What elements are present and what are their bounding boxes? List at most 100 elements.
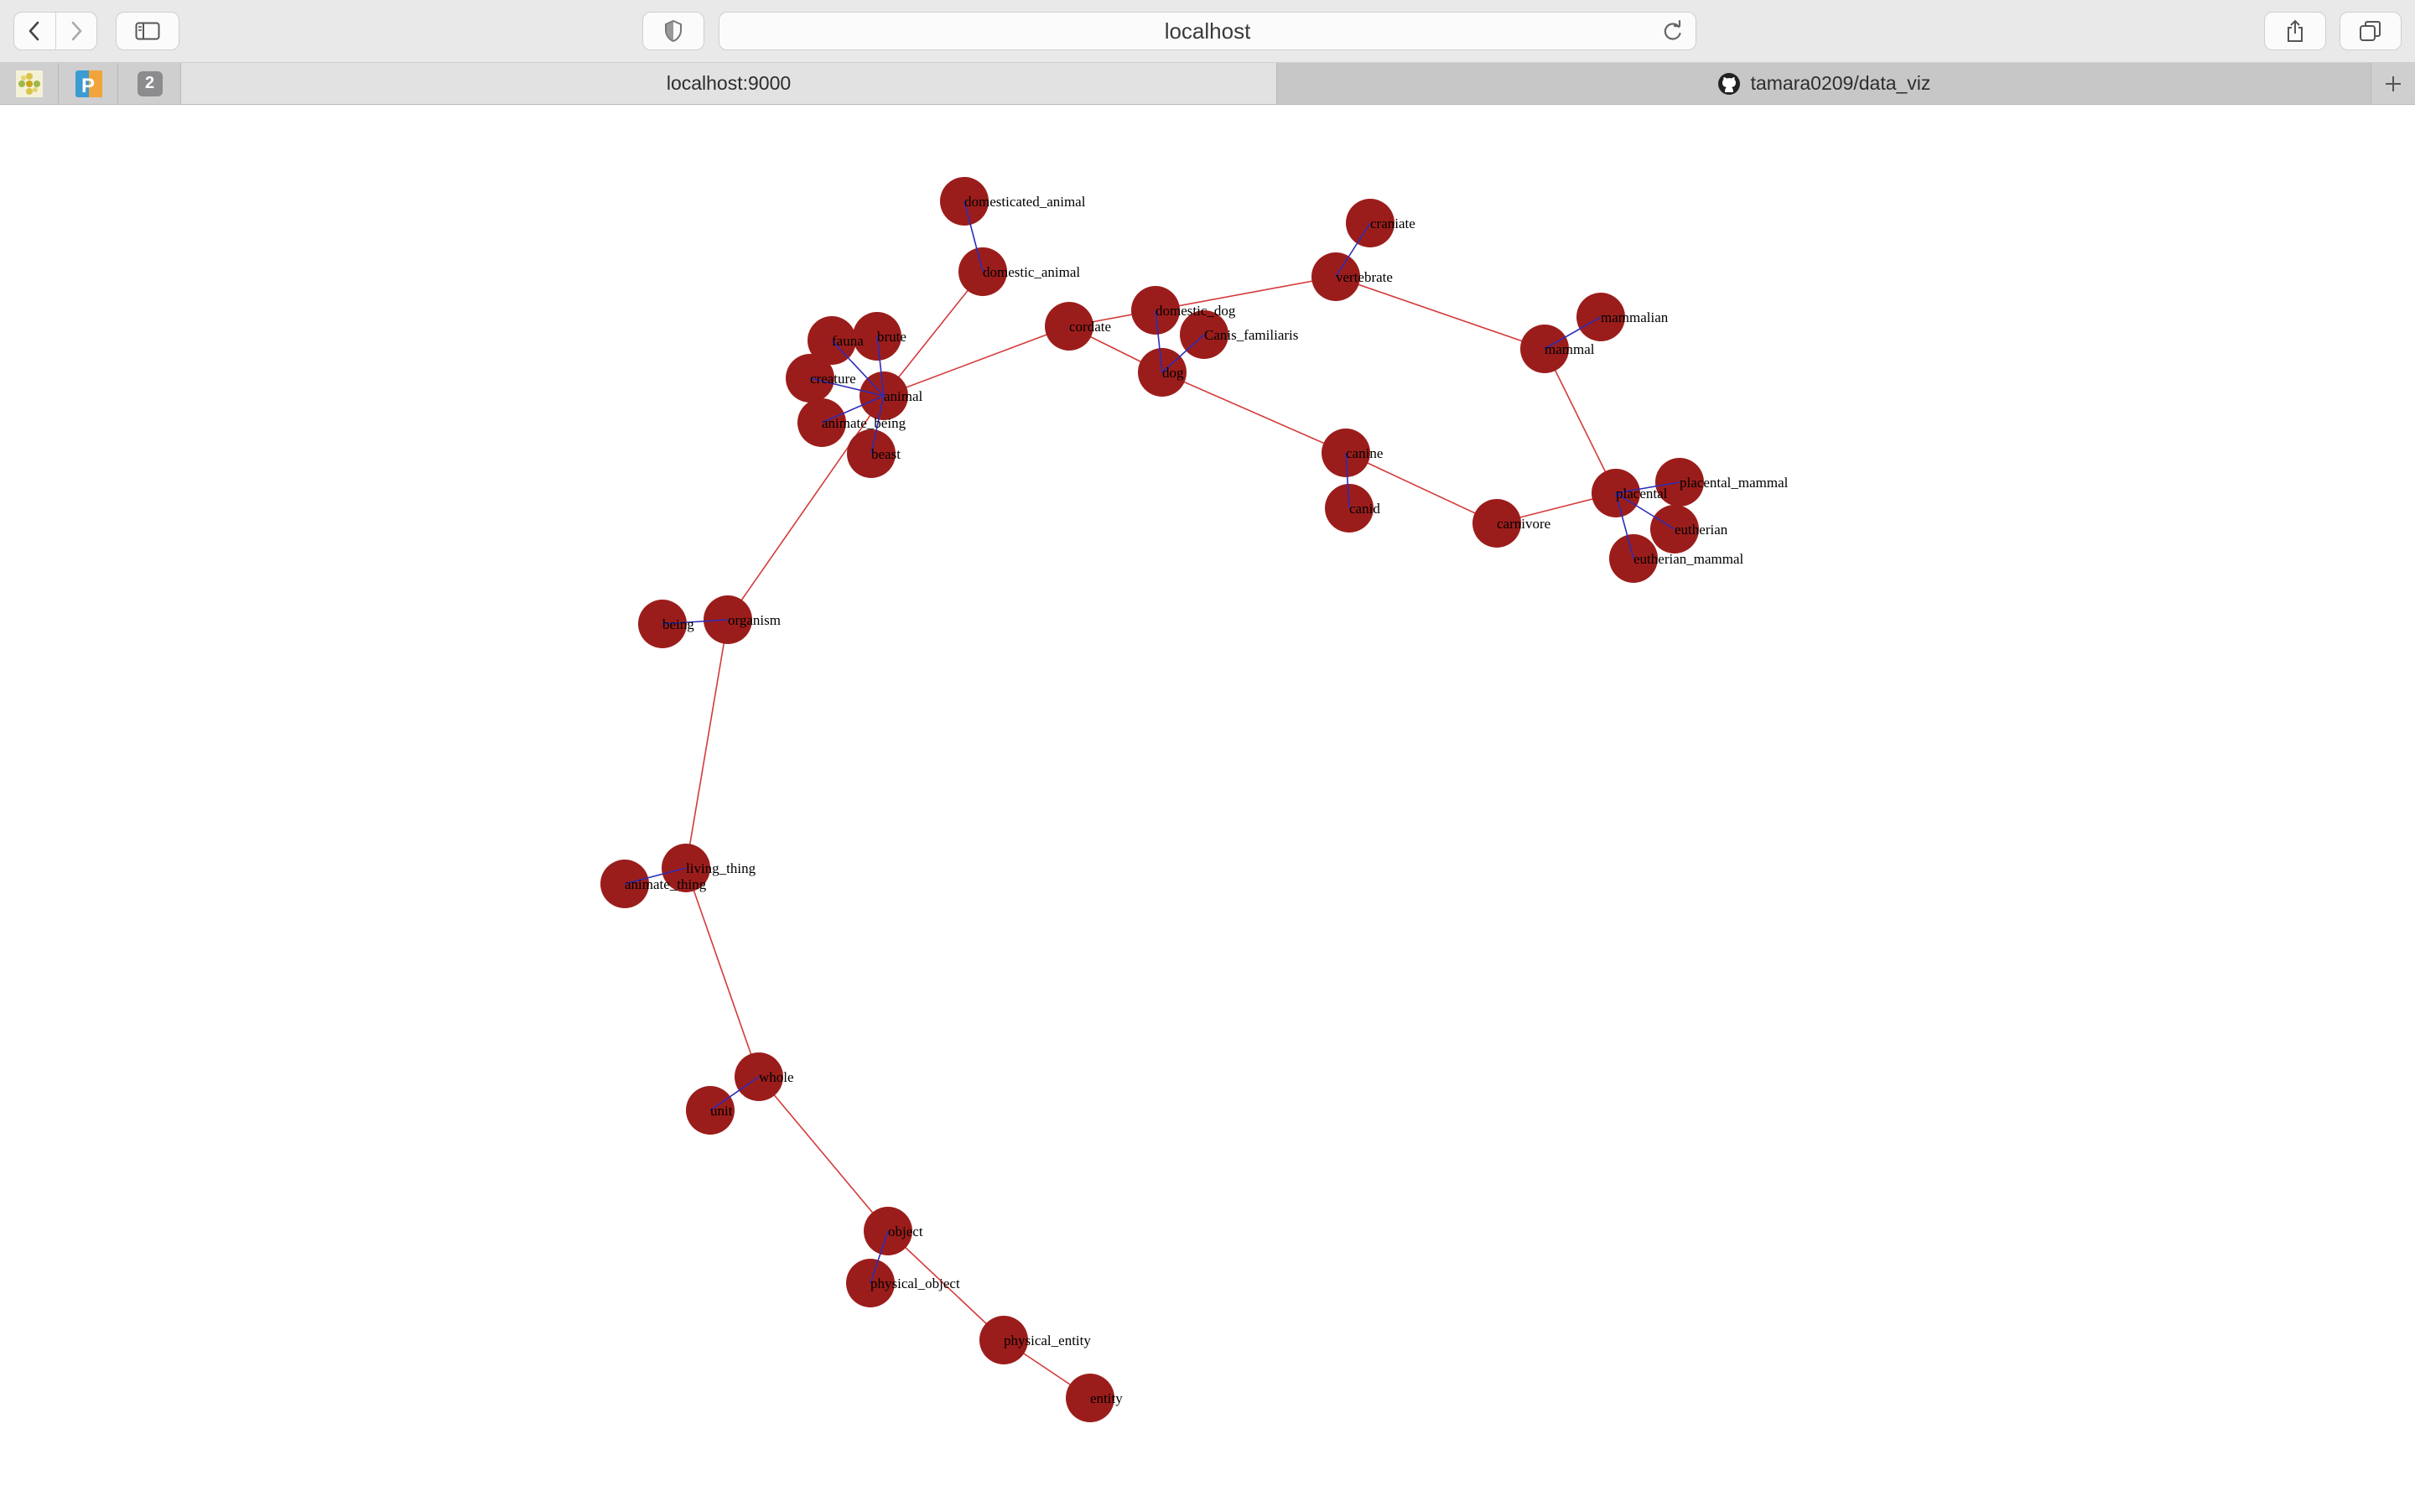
pinned-tab-3[interactable]: 2	[119, 63, 181, 104]
synonym-link-mammalian-mammal	[1544, 316, 1602, 350]
tabs-overview-icon	[2360, 21, 2381, 41]
sidebar-icon	[135, 22, 160, 40]
graph-node-label-beast: beast	[871, 446, 901, 462]
synonym-link-domesticated_animal-domestic_animal	[963, 200, 984, 273]
graph-node-label-object: object	[888, 1224, 923, 1239]
browser-toolbar: localhost	[0, 0, 2415, 63]
synonym-link-unit-whole	[709, 1076, 760, 1111]
graph-node-label-entity: entity	[1090, 1390, 1123, 1406]
shield-icon	[665, 19, 682, 43]
synonym-link-craniate-vertebrate	[1335, 222, 1371, 278]
graph-node-label-domestic_animal: domestic_animal	[983, 264, 1080, 280]
hypernym-link-organism-animal	[727, 395, 885, 621]
address-text: localhost	[1164, 18, 1251, 44]
sidebar-toggle-button[interactable]	[116, 12, 179, 50]
graph-node-label-animal: animal	[884, 388, 923, 404]
graph-node-label-placental_mammal: placental_mammal	[1680, 475, 1789, 491]
synonym-link-brute-animal	[876, 335, 885, 397]
synonym-link-eutherian-placental	[1615, 492, 1675, 530]
graph-node-label-mammal: mammal	[1545, 341, 1595, 357]
synonym-link-animate_thing-living_thing	[624, 867, 687, 885]
graph-node-label-brute: brute	[877, 329, 906, 345]
share-button[interactable]	[2264, 12, 2326, 50]
graph-node-label-being: being	[662, 616, 694, 632]
synonym-link-fauna-animal	[831, 340, 885, 397]
synonym-link-placental_mammal-placental	[1615, 481, 1680, 494]
graph-node-label-canine: canine	[1346, 445, 1383, 461]
graph-node-entity[interactable]	[1066, 1374, 1114, 1422]
graph-node-label-placental: placental	[1616, 486, 1668, 501]
graph-node-label-living_thing: living_thing	[686, 860, 756, 876]
graph-node-label-eutherian_mammal: eutherian_mammal	[1633, 551, 1744, 567]
hypernym-link-vertebrate-mammal	[1335, 276, 1545, 350]
graph-node-chordate[interactable]	[1045, 302, 1093, 351]
svg-text:P: P	[81, 75, 95, 97]
back-button[interactable]	[14, 13, 56, 49]
tab-bar: P 2 localhost:9000 tamara0209/data_viz	[0, 63, 2415, 105]
tab-label: localhost:9000	[666, 72, 792, 94]
synonym-link-creature-animal	[809, 377, 885, 397]
graph-node-label-creature: creature	[810, 371, 856, 387]
hypernym-link-chordate-vertebrate	[1068, 276, 1337, 327]
tab-overview-button[interactable]	[2340, 12, 2402, 50]
synonym-link-beast-animal	[870, 395, 885, 455]
flower-icon	[15, 70, 43, 97]
graph-node-label-domesticated_animal: domesticated_animal	[964, 194, 1086, 210]
synonym-link-physical_object-object	[870, 1230, 889, 1284]
hypernym-link-whole-living_thing	[685, 867, 760, 1078]
address-bar[interactable]: localhost	[719, 12, 1696, 50]
graph-canvas: domesticated_animal domestic_animal crania…	[0, 106, 2415, 1508]
pinned-tab-1[interactable]	[0, 63, 59, 104]
graph-node-label-craniate: craniate	[1370, 216, 1415, 231]
graph-node-label-vertebrate: vertebrate	[1336, 269, 1393, 285]
hypernym-link-canine-dog	[1161, 372, 1347, 454]
graph-node-label-eutherian: eutherian	[1675, 522, 1728, 538]
graph-node-label-animate_being: animate_being	[822, 415, 906, 431]
graph-node-label-animate_thing: animate_thing	[625, 876, 707, 892]
synonym-link-animate_being-animal	[821, 395, 885, 423]
hypernym-link-living_thing-organism	[685, 619, 729, 869]
chevron-right-icon	[71, 21, 82, 41]
tab-github[interactable]: tamara0209/data_viz	[1277, 63, 2371, 104]
new-tab-button[interactable]	[2371, 63, 2415, 104]
chevron-left-icon	[29, 21, 39, 41]
badge-2-icon: 2	[137, 70, 163, 96]
graph-node-label-chordate: cordate	[1069, 319, 1111, 335]
hypernym-link-animal-domestic_animal	[883, 271, 984, 397]
hypernym-link-physical_entity-object	[887, 1230, 1005, 1341]
hypernym-link-animal-chordate	[883, 325, 1070, 397]
synonym-link-eutherian_mammal-placental	[1615, 492, 1634, 559]
graph-node-label-unit: unit	[710, 1103, 733, 1119]
synonym-link-Canis_familiaris-dog	[1161, 334, 1205, 373]
hypernym-link-carnivore-canine	[1345, 452, 1498, 524]
synonym-link-canid-canine	[1345, 452, 1350, 509]
forward-button[interactable]	[56, 13, 97, 49]
github-icon	[1717, 72, 1740, 95]
graph-node-carnivore[interactable]	[1472, 499, 1521, 548]
nodes-layer	[600, 177, 1704, 1422]
graph-node-label-whole: whole	[759, 1069, 794, 1085]
graph-node-label-Canis_familiaris: Canis_familiaris	[1204, 327, 1298, 343]
graph-node-label-physical_object: physical_object	[870, 1276, 960, 1291]
synonym-link-domestic_dog-dog	[1155, 309, 1163, 373]
tab-label: tamara0209/data_viz	[1750, 72, 1931, 94]
graph-node-label-physical_entity: physical_entity	[1004, 1333, 1091, 1348]
hypernym-link-mammal-placental	[1544, 348, 1617, 494]
plus-icon	[2386, 75, 2401, 91]
graph-node-physical_entity[interactable]	[979, 1316, 1028, 1364]
graph-node-label-mammalian: mammalian	[1601, 309, 1669, 325]
force-graph: domesticated_animal domestic_animal crania…	[600, 177, 1789, 1422]
privacy-report-button[interactable]	[642, 12, 704, 50]
pinned-tab-2[interactable]: P	[60, 63, 118, 104]
history-nav	[13, 12, 97, 50]
reload-icon[interactable]	[1662, 19, 1684, 46]
graph-node-label-organism: organism	[728, 612, 781, 628]
graph-node-label-domestic_dog: domestic_dog	[1156, 303, 1236, 319]
p-app-icon: P	[75, 70, 102, 97]
labels-layer: domesticated_animal domestic_animal crania…	[625, 194, 1789, 1406]
tab-localhost[interactable]: localhost:9000	[181, 63, 1277, 104]
graph-node-label-dog: dog	[1162, 365, 1184, 381]
hypernym-link-object-whole	[758, 1076, 889, 1232]
graph-node-label-carnivore: carnivore	[1497, 516, 1550, 532]
graph-node-label-fauna: fauna	[832, 333, 864, 349]
